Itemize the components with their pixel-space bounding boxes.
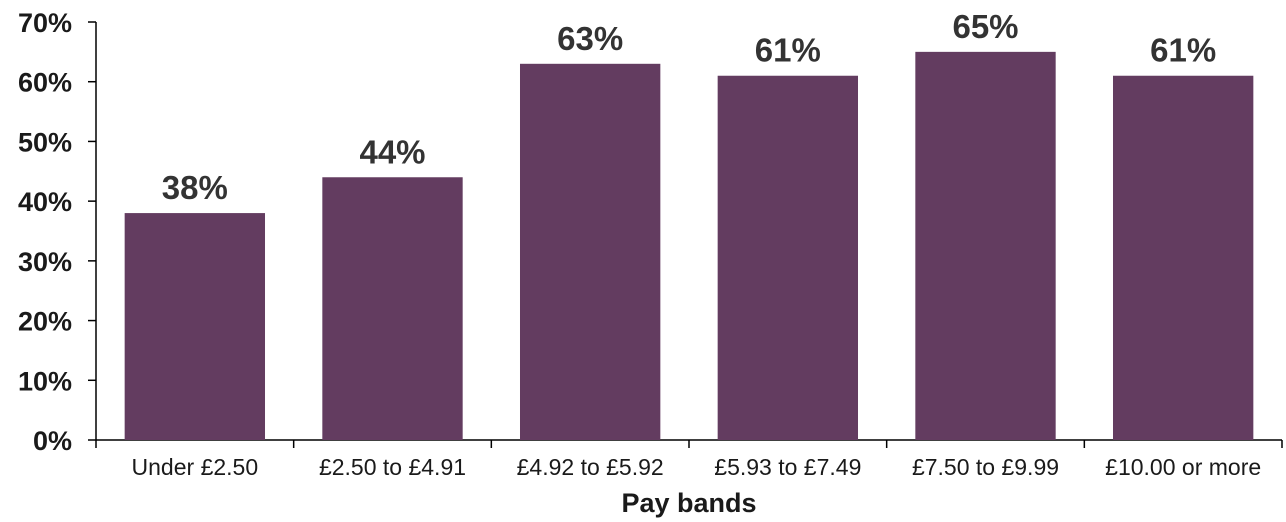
bar	[717, 75, 859, 440]
data-label: 61%	[1150, 32, 1216, 69]
y-axis: 0% 10% 20% 30% 40% 50% 60% 70%	[18, 8, 97, 456]
x-tick-label: £10.00 or more	[1105, 454, 1261, 480]
y-tick-label: 10%	[18, 366, 72, 396]
bar	[519, 63, 661, 441]
x-tick-label: £2.50 to £4.91	[319, 454, 466, 480]
y-tick-label: 50%	[18, 127, 72, 157]
y-tick-label: 30%	[18, 247, 72, 277]
data-label: 44%	[359, 133, 425, 170]
data-label: 38%	[162, 169, 228, 206]
data-label: 65%	[952, 8, 1018, 45]
data-label: 61%	[755, 32, 821, 69]
y-tick-label: 40%	[18, 187, 72, 217]
x-tick-label: Under £2.50	[132, 454, 259, 480]
bar	[915, 51, 1056, 440]
y-tick-label: 70%	[18, 8, 72, 38]
bars	[124, 51, 1254, 441]
data-labels: 38% 44% 63% 61% 65% 61%	[162, 8, 1216, 206]
x-axis: Under £2.50 £2.50 to £4.91 £4.92 to £5.92 £…	[95, 439, 1283, 480]
x-tick-label: £5.93 to £7.49	[714, 454, 861, 480]
bar	[1112, 75, 1254, 440]
y-tick-label: 60%	[18, 68, 72, 98]
bar	[124, 213, 266, 440]
y-tick-label: 0%	[33, 426, 72, 456]
bar	[322, 177, 463, 440]
data-label: 63%	[557, 20, 623, 57]
x-tick-label: £7.50 to £9.99	[912, 454, 1059, 480]
x-tick-label: £4.92 to £5.92	[517, 454, 664, 480]
y-tick-label: 20%	[18, 307, 72, 337]
x-axis-title: Pay bands	[621, 488, 756, 518]
